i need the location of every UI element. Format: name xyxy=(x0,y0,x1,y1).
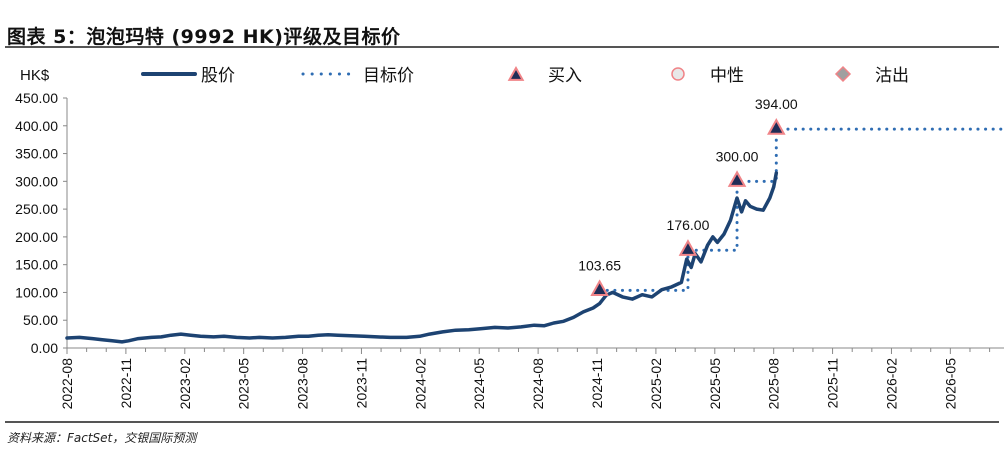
x-tick-label: 2025-02 xyxy=(648,358,664,410)
x-tick-label: 2023-08 xyxy=(295,358,311,410)
y-tick-label: 0.00 xyxy=(31,340,58,356)
x-tick-label: 2023-11 xyxy=(353,358,369,409)
x-tick-label: 2026-02 xyxy=(883,358,899,410)
legend-buy-triangle-icon xyxy=(507,65,525,81)
x-tick-label: 2025-05 xyxy=(707,358,723,410)
y-axis-unit-label: HK$ xyxy=(20,67,50,84)
x-tick-label: 2025-11 xyxy=(825,358,841,409)
footer-divider xyxy=(5,421,999,423)
buy-rating-marker xyxy=(766,118,786,135)
buy-rating-marker xyxy=(590,279,609,297)
source-note: 资料来源：FactSet，交银国际预测 xyxy=(7,431,197,445)
legend-label: 目标价 xyxy=(363,66,414,85)
target-price-data-label: 300.00 xyxy=(716,148,759,164)
x-tick-label: 2022-08 xyxy=(59,358,75,410)
x-tick-label: 2026-05 xyxy=(942,358,958,410)
legend-label: 中性 xyxy=(710,66,744,85)
y-tick-label: 400.00 xyxy=(15,118,58,134)
y-tick-label: 150.00 xyxy=(15,257,58,273)
x-tick-label: 2024-11 xyxy=(589,358,605,409)
x-tick-label: 2023-02 xyxy=(177,358,193,410)
title-divider xyxy=(5,46,999,48)
target-price-data-label: 394.00 xyxy=(755,96,798,112)
y-tick-label: 100.00 xyxy=(15,284,58,300)
y-tick-label: 200.00 xyxy=(15,229,58,245)
x-tick-label: 2024-02 xyxy=(412,358,428,410)
target-price-data-label: 176.00 xyxy=(667,217,710,233)
share-price-line xyxy=(65,171,779,344)
y-tick-label: 350.00 xyxy=(15,146,58,162)
buy-rating-marker xyxy=(727,170,747,187)
y-tick-label: 50.00 xyxy=(23,312,58,328)
target-price-data-label: 103.65 xyxy=(578,257,621,273)
x-tick-label: 2024-08 xyxy=(530,358,546,410)
x-tick-label: 2025-08 xyxy=(766,358,782,410)
legend-sell-diamond-icon xyxy=(834,65,852,83)
legend-label: 买入 xyxy=(548,66,582,85)
y-tick-label: 300.00 xyxy=(15,173,58,189)
legend-label: 沽出 xyxy=(875,66,909,85)
target-price-line xyxy=(598,127,1004,292)
chart-title: 图表 5：泡泡玛特 (9992 HK)评级及目标价 xyxy=(7,26,401,48)
buy-rating-marker xyxy=(678,239,698,256)
x-tick-label: 2023-05 xyxy=(236,358,252,410)
legend-neutral-circle-icon xyxy=(671,67,685,81)
x-tick-label: 2024-05 xyxy=(471,358,487,410)
y-tick-label: 250.00 xyxy=(15,201,58,217)
legend-label: 股价 xyxy=(201,66,235,85)
x-tick-label: 2022-11 xyxy=(118,358,134,409)
y-tick-label: 450.00 xyxy=(15,90,58,106)
